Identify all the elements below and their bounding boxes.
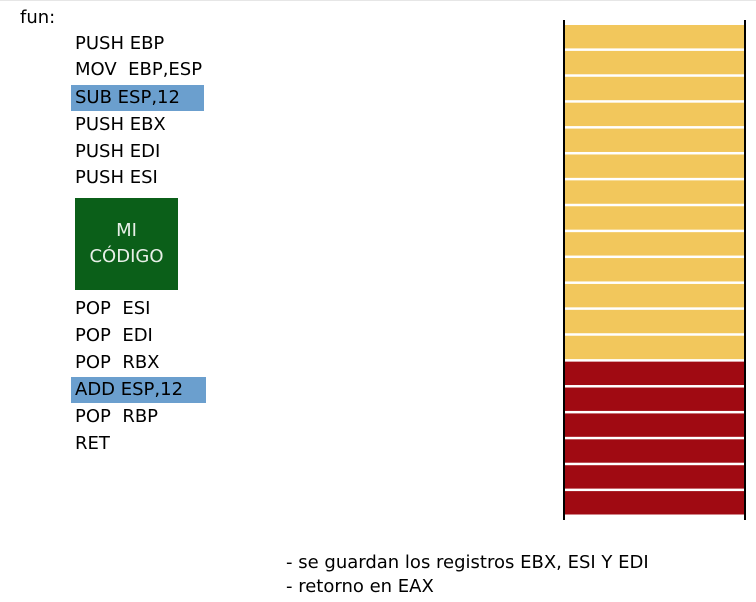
code-line-push-ebx: PUSH EBX bbox=[75, 114, 166, 135]
code-line-push-edi: PUSH EDI bbox=[75, 141, 161, 162]
stack-slot-saved bbox=[565, 154, 744, 178]
stack-slot-saved bbox=[565, 335, 744, 360]
code-line-push-esi: PUSH ESI bbox=[75, 167, 158, 188]
stack-slot-saved bbox=[565, 76, 744, 101]
stack-slot-saved bbox=[565, 309, 744, 334]
code-line-push-ebp: PUSH EBP bbox=[75, 33, 165, 54]
note-return-eax: - retorno en EAX bbox=[286, 576, 434, 597]
code-line-add-esp: ADD ESP,12 bbox=[75, 379, 184, 400]
my-code-block-line2: CÓDIGO bbox=[89, 246, 164, 267]
code-line-mov-ebp-esp: MOV EBP,ESP bbox=[75, 59, 203, 80]
stack-slot-saved bbox=[565, 283, 744, 308]
code-line-pop-rbx: POP RBX bbox=[75, 352, 160, 373]
stack-slot-reserved bbox=[565, 465, 744, 489]
stack-slot-saved bbox=[565, 128, 744, 152]
stack-slot-saved bbox=[565, 258, 744, 282]
code-line-sub-esp: SUB ESP,12 bbox=[75, 87, 180, 108]
top-divider bbox=[0, 0, 756, 1]
code-line-pop-rbp: POP RBP bbox=[75, 406, 159, 427]
stack-slots bbox=[565, 25, 744, 515]
code-line-pop-edi: POP EDI bbox=[75, 325, 153, 346]
code-line-ret: RET bbox=[75, 433, 110, 454]
stack-slot-saved bbox=[565, 206, 744, 230]
stack-slot-saved bbox=[565, 50, 744, 75]
stack-slot-reserved bbox=[565, 413, 744, 437]
stack-slot-saved bbox=[565, 102, 744, 127]
function-label: fun: bbox=[20, 7, 56, 28]
my-code-block: MI CÓDIGO bbox=[75, 198, 178, 290]
code-line-pop-esi: POP ESI bbox=[75, 298, 151, 319]
stack-slot-reserved bbox=[565, 491, 744, 515]
note-saved-registers: - se guardan los registros EBX, ESI Y ED… bbox=[286, 552, 649, 573]
stack-slot-reserved bbox=[565, 361, 744, 386]
my-code-block-line1: MI bbox=[116, 220, 137, 241]
highlight-sub-esp bbox=[71, 85, 204, 111]
highlight-add-esp bbox=[71, 377, 206, 403]
stack-slot-saved bbox=[565, 180, 744, 204]
stack-slot-reserved bbox=[565, 439, 744, 463]
stack-slot-saved bbox=[565, 232, 744, 256]
stack-slot-reserved bbox=[565, 387, 744, 411]
stack-slot-saved bbox=[565, 25, 744, 49]
